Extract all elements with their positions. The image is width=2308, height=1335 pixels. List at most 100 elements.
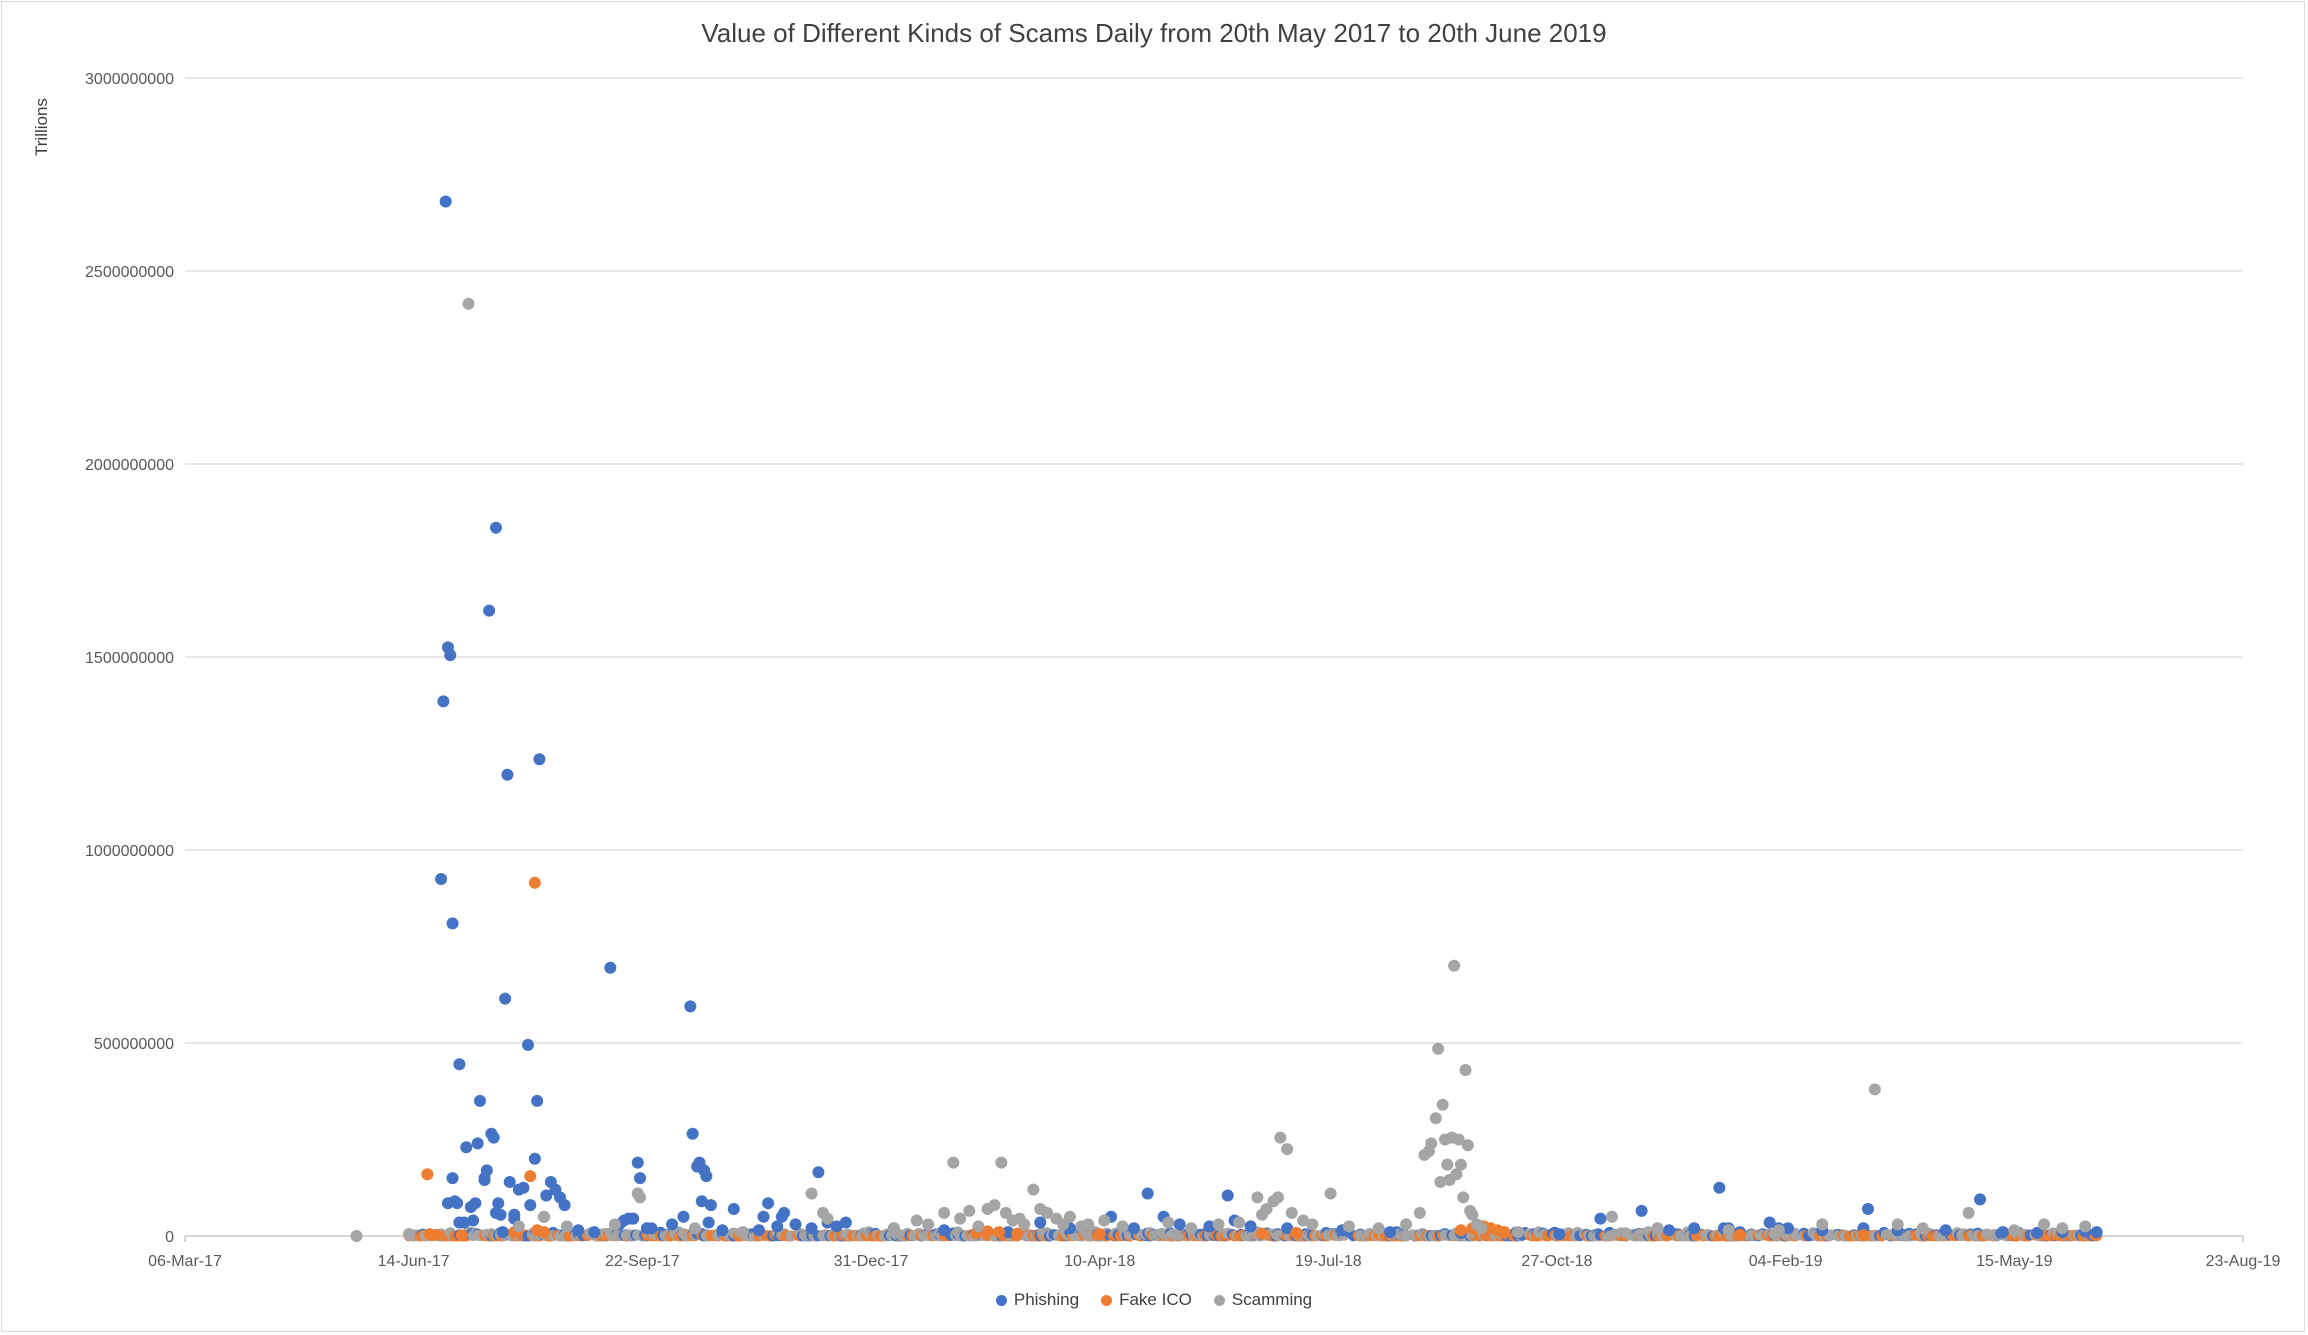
data-point-scamming — [1116, 1220, 1129, 1233]
y-tick-label: 1500000000 — [85, 650, 174, 667]
data-point-scamming — [462, 297, 475, 310]
data-point-phishing — [695, 1195, 708, 1208]
legend-marker-fake-ico — [1101, 1294, 1113, 1306]
x-tick-label: 22-Sep-17 — [605, 1253, 680, 1270]
data-point-phishing — [1663, 1224, 1676, 1237]
x-tick-label: 14-Jun-17 — [378, 1253, 450, 1270]
data-point-fake-ico — [430, 1228, 443, 1241]
data-point-phishing — [762, 1197, 775, 1210]
y-tick-label: 500000000 — [94, 1036, 174, 1053]
legend: Phishing Fake ICO Scamming — [0, 1290, 2308, 1310]
data-point-phishing — [492, 1197, 505, 1210]
data-point-scamming — [1260, 1202, 1273, 1215]
data-point-scamming — [938, 1206, 951, 1219]
data-point-phishing — [645, 1222, 658, 1235]
data-point-scamming — [954, 1212, 967, 1225]
data-point-phishing — [704, 1199, 717, 1212]
data-point-fake-ico — [993, 1226, 1006, 1239]
data-point-fake-ico — [1498, 1226, 1511, 1239]
data-point-scamming — [1432, 1042, 1445, 1055]
data-point-scamming — [1185, 1222, 1198, 1235]
data-point-phishing — [805, 1222, 818, 1235]
data-point-scamming — [963, 1204, 976, 1217]
legend-marker-phishing — [995, 1294, 1007, 1306]
legend-label-fake-ico: Fake ICO — [1119, 1290, 1192, 1309]
data-point-scamming — [1605, 1210, 1618, 1223]
data-point-scamming — [1450, 1168, 1463, 1181]
data-point-phishing — [540, 1189, 553, 1202]
data-point-scamming — [1297, 1214, 1310, 1227]
data-point-phishing — [677, 1210, 690, 1223]
data-point-scamming — [821, 1212, 834, 1225]
data-point-phishing — [460, 1141, 473, 1154]
data-point-scamming — [1452, 1133, 1465, 1146]
data-point-phishing — [789, 1218, 802, 1231]
data-point-scamming — [1425, 1137, 1438, 1150]
data-point-phishing — [716, 1224, 729, 1237]
data-point-scamming — [1475, 1222, 1488, 1235]
data-point-phishing — [666, 1218, 679, 1231]
data-point-phishing — [439, 195, 452, 208]
data-point-phishing — [1173, 1218, 1186, 1231]
data-point-phishing — [1939, 1224, 1952, 1237]
data-point-fake-ico — [1256, 1227, 1269, 1240]
y-tick-label: 0 — [165, 1229, 174, 1246]
data-point-phishing — [1203, 1220, 1216, 1233]
data-point-scamming — [1772, 1224, 1785, 1237]
data-point-phishing — [528, 1152, 541, 1165]
data-point-scamming — [922, 1218, 935, 1231]
data-point-scamming — [1018, 1218, 1031, 1231]
data-point-phishing — [473, 1094, 486, 1107]
data-point-fake-ico — [1857, 1229, 1870, 1242]
data-point-phishing — [478, 1174, 491, 1187]
data-point-scamming — [1063, 1210, 1076, 1223]
data-point-scamming — [999, 1206, 1012, 1219]
data-point-phishing — [496, 1226, 509, 1239]
data-point-scamming — [1057, 1218, 1070, 1231]
data-point-phishing — [489, 521, 502, 534]
data-point-scamming — [403, 1228, 416, 1241]
data-point-scamming — [1413, 1206, 1426, 1219]
data-point-phishing — [1281, 1222, 1294, 1235]
data-point-phishing — [1221, 1189, 1234, 1202]
data-point-scamming — [608, 1218, 621, 1231]
data-point-phishing — [631, 1156, 644, 1169]
data-point-phishing — [1244, 1220, 1257, 1233]
data-point-fake-ico — [455, 1229, 468, 1242]
y-tick-label: 2000000000 — [85, 457, 174, 474]
data-point-phishing — [517, 1181, 530, 1194]
data-point-phishing — [752, 1224, 765, 1237]
data-point-phishing — [471, 1137, 484, 1150]
data-point-phishing — [2031, 1226, 2044, 1239]
data-point-scamming — [1722, 1224, 1735, 1237]
data-point-scamming — [1466, 1208, 1479, 1221]
data-point-scamming — [1429, 1112, 1442, 1125]
data-point-scamming — [1082, 1218, 1095, 1231]
data-point-phishing — [1002, 1226, 1015, 1239]
data-point-scamming — [560, 1220, 573, 1233]
data-point-phishing — [1553, 1228, 1566, 1241]
data-point-scamming — [736, 1226, 749, 1239]
data-point-scamming — [1098, 1214, 1111, 1227]
data-point-fake-ico — [981, 1225, 994, 1238]
legend-item-fake-ico: Fake ICO — [1101, 1290, 1192, 1310]
y-tick-label: 1000000000 — [85, 843, 174, 860]
data-point-scamming — [1162, 1216, 1175, 1229]
data-point-phishing — [457, 1216, 470, 1229]
data-point-scamming — [1448, 959, 1461, 972]
data-point-phishing — [1034, 1216, 1047, 1229]
data-point-scamming — [1816, 1218, 1829, 1231]
y-tick-label: 3000000000 — [85, 71, 174, 88]
data-point-scamming — [2056, 1222, 2069, 1235]
legend-marker-scamming — [1213, 1294, 1225, 1306]
data-point-scamming — [1891, 1218, 1904, 1231]
data-point-phishing — [727, 1202, 740, 1215]
data-point-phishing — [702, 1216, 715, 1229]
data-point-scamming — [350, 1230, 363, 1242]
data-point-fake-ico — [524, 1170, 537, 1183]
data-point-scamming — [1461, 1139, 1474, 1152]
legend-item-scamming: Scamming — [1213, 1290, 1312, 1310]
data-point-scamming — [1027, 1183, 1040, 1196]
x-tick-label: 31-Dec-17 — [834, 1253, 909, 1270]
